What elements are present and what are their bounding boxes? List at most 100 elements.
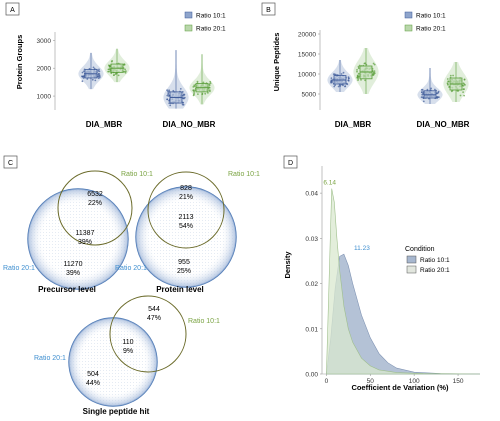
venn-single-label-ratio20: Ratio 20:1	[34, 355, 66, 362]
venn-protein-overlap-count: 2113	[178, 214, 193, 221]
chartD-legend: Condition Ratio 10:1 Ratio 20:1	[405, 246, 450, 274]
data-point	[357, 72, 360, 75]
data-point	[108, 70, 110, 73]
chartA-xlabel-1: DIA_MBR	[86, 120, 123, 129]
data-point	[420, 88, 423, 91]
data-point	[97, 75, 100, 78]
data-point	[332, 73, 335, 76]
data-point	[342, 71, 345, 74]
chartB-axis: 5000 10000 15000 20000	[298, 30, 321, 110]
venn-protein-label-ratio10: Ratio 10:1	[228, 171, 260, 178]
data-point	[110, 60, 113, 63]
chartB-xlabel-2: DIA_NO_MBR	[417, 120, 470, 129]
data-point	[209, 80, 212, 83]
venn-single-bottom-count: 504	[87, 371, 99, 378]
chartD-xlabel: Coefficient de Variation (%)	[351, 383, 449, 392]
data-point	[181, 103, 184, 106]
data-point	[98, 68, 100, 71]
data-point	[182, 97, 185, 100]
chartB-marks	[327, 48, 469, 104]
chartD-legend-title: Condition	[405, 246, 435, 253]
density-ratio20	[326, 188, 481, 375]
y-tick-label: 0.00	[305, 372, 318, 379]
legend-swatch-ratio10	[184, 11, 193, 19]
panel-c-tag: C	[3, 155, 18, 169]
venn-protein-top-count: 828	[180, 185, 192, 192]
chartA-marks	[78, 48, 215, 109]
data-point	[347, 79, 350, 82]
data-point	[179, 88, 182, 90]
data-point	[452, 74, 454, 77]
data-point	[192, 94, 195, 97]
data-point	[422, 100, 425, 103]
data-point	[93, 67, 96, 70]
venn-protein: Ratio 10:1 828 21% 2113 54% 955 25% Rati…	[115, 171, 260, 294]
legend-swatch-ratio20	[404, 24, 413, 32]
venn-precursor-top-pct: 22%	[88, 200, 102, 207]
data-point	[169, 104, 172, 107]
data-point	[331, 79, 334, 82]
y-tick-label: 0.04	[305, 191, 318, 198]
data-point	[430, 87, 432, 90]
data-point	[337, 85, 340, 88]
y-tick-label: 0.01	[305, 326, 318, 333]
data-point	[94, 79, 97, 82]
svg-text:B: B	[266, 7, 271, 14]
data-point	[166, 94, 169, 97]
y-tick-label: 20000	[298, 32, 316, 39]
data-point	[426, 88, 429, 91]
panel-d-tag: D	[283, 155, 298, 169]
data-point	[192, 89, 195, 91]
legend-label-ratio20: Ratio 20:1	[416, 26, 446, 33]
chartA-legend: Ratio 10:1 Ratio 20:1	[184, 11, 226, 33]
chartA-ylabel: Protein Groups	[15, 35, 24, 90]
data-point	[356, 70, 358, 73]
data-point	[463, 88, 465, 90]
chartA-xlabel-2: DIA_NO_MBR	[163, 120, 216, 129]
data-point	[109, 65, 111, 68]
data-point	[437, 91, 440, 94]
venn-precursor-label-ratio10: Ratio 10:1	[121, 171, 153, 178]
y-tick-label: 0.03	[305, 236, 318, 243]
data-point	[420, 96, 423, 99]
y-tick-label: 5000	[302, 92, 317, 99]
data-point	[357, 67, 360, 70]
y-tick-label: 1000	[37, 94, 52, 101]
data-point	[123, 70, 126, 73]
data-point	[372, 72, 375, 75]
data-point	[208, 84, 211, 87]
data-point	[82, 77, 85, 79]
legend-label-ratio20: Ratio 20:1	[196, 26, 226, 33]
chartD-marks: 11.23 6.14	[323, 180, 481, 375]
venn-protein-overlap-pct: 54%	[179, 223, 193, 230]
x-tick-label: 100	[409, 378, 420, 385]
x-tick-label: 50	[367, 378, 375, 385]
data-point	[363, 62, 366, 65]
data-point	[183, 96, 186, 99]
data-point	[422, 92, 424, 95]
chartD-legend-label-ratio20: Ratio 20:1	[420, 267, 450, 274]
data-point	[449, 74, 452, 77]
panel-a-tag: A	[5, 2, 20, 16]
chartD-legend-label-ratio10: Ratio 10:1	[420, 257, 450, 264]
venn-precursor-label-ratio20: Ratio 20:1	[3, 265, 35, 272]
data-point	[463, 83, 466, 85]
data-point	[124, 71, 127, 74]
data-point	[81, 71, 84, 74]
venn-protein-bottom-count: 955	[178, 259, 190, 266]
data-point	[166, 89, 169, 92]
venn-single-overlap-pct: 9%	[123, 348, 133, 355]
data-point	[357, 65, 360, 68]
data-point	[373, 63, 376, 66]
data-point	[98, 75, 101, 77]
data-point	[204, 92, 207, 95]
data-point	[437, 96, 439, 99]
data-point	[123, 63, 126, 65]
peak-label: 6.14	[323, 180, 336, 187]
data-point	[207, 92, 209, 94]
data-point	[193, 84, 196, 87]
data-point	[209, 82, 212, 85]
data-point	[372, 62, 375, 65]
data-point	[446, 78, 449, 80]
chartB-ylabel: Unique Peptides	[272, 33, 281, 92]
